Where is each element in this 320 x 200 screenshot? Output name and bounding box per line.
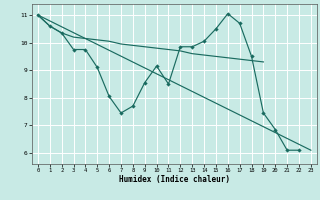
X-axis label: Humidex (Indice chaleur): Humidex (Indice chaleur) [119,175,230,184]
